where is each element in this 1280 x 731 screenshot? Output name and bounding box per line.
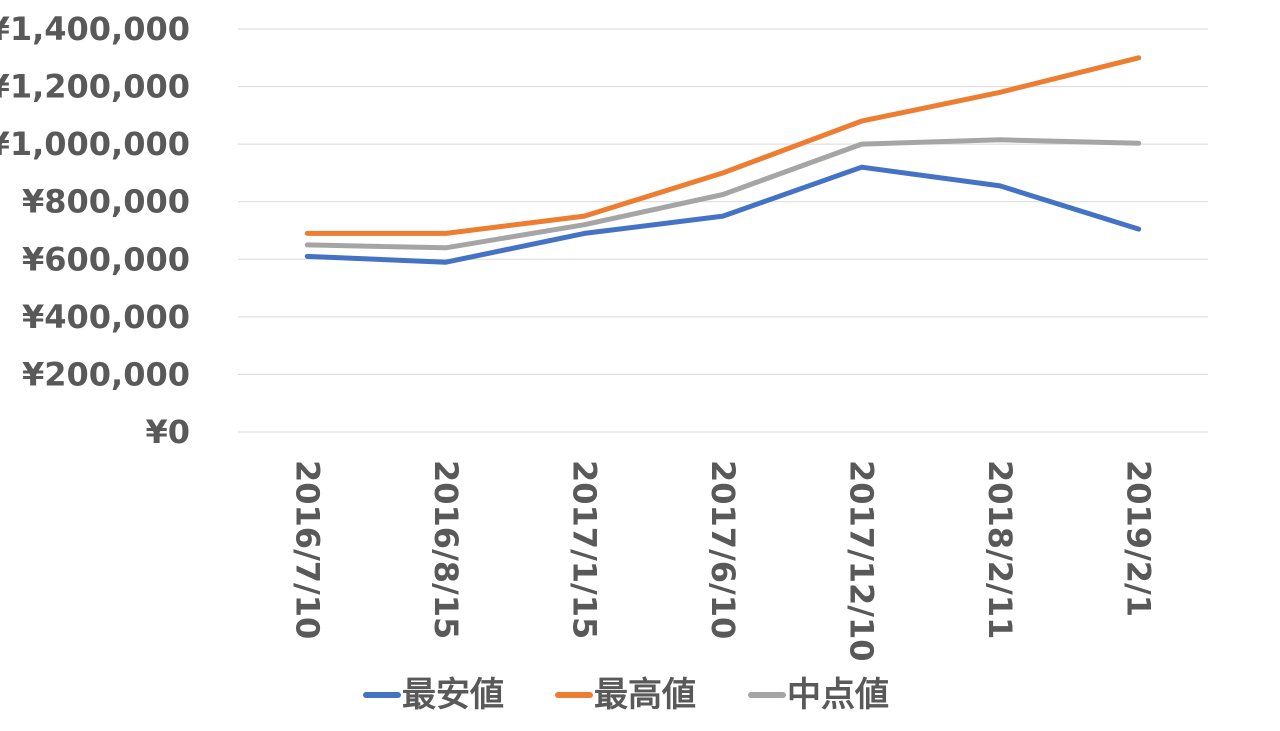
data-point — [860, 165, 864, 169]
y-tick-label: ¥600,000 — [22, 240, 190, 278]
x-tick-label: 2017/1/15 — [565, 460, 603, 639]
legend-label: 中点値 — [787, 675, 889, 715]
data-point — [998, 138, 1002, 142]
legend-label: 最高値 — [594, 675, 696, 715]
x-tick-label: 2018/2/11 — [981, 460, 1019, 639]
data-point — [721, 214, 725, 218]
y-tick-label: ¥200,000 — [22, 355, 190, 393]
data-point — [444, 260, 448, 264]
x-tick-label: 2017/6/10 — [704, 460, 742, 639]
legend-label: 最安値 — [402, 675, 504, 715]
legend: 最安値 最高値 中点値 — [363, 675, 889, 715]
y-tick-label: ¥0 — [145, 413, 190, 451]
data-point — [444, 231, 448, 235]
y-tick-label: ¥800,000 — [22, 183, 190, 221]
gridlines — [238, 28, 1208, 433]
data-point — [582, 223, 586, 227]
y-tick-label: ¥1,000,000 — [0, 125, 190, 163]
data-point — [721, 193, 725, 197]
data-point — [582, 231, 586, 235]
data-point — [721, 171, 725, 175]
x-tick-label: 2019/2/1 — [1120, 460, 1158, 617]
data-point — [305, 254, 309, 258]
y-tick-label: ¥1,200,000 — [0, 68, 190, 106]
y-axis-ticks: ¥0 ¥200,000 ¥400,000 ¥600,000 ¥800,000 ¥1,000… — [0, 10, 190, 451]
x-tick-label: 2016/7/10 — [288, 460, 326, 639]
data-point — [1137, 141, 1141, 145]
y-tick-label: ¥400,000 — [22, 298, 190, 336]
x-tick-label: 2016/8/15 — [427, 460, 465, 639]
x-tick-label: 2017/12/10 — [843, 460, 881, 662]
data-point — [444, 246, 448, 250]
data-point — [1137, 56, 1141, 60]
data-point — [998, 90, 1002, 94]
data-point — [860, 142, 864, 146]
x-axis-ticks: 2016/7/10 2016/8/15 2017/1/15 2017/6/10 2017… — [288, 460, 1157, 662]
data-point — [860, 119, 864, 123]
data-point — [582, 214, 586, 218]
data-point — [998, 184, 1002, 188]
y-tick-label: ¥1,400,000 — [0, 10, 190, 48]
data-point — [305, 231, 309, 235]
data-point — [305, 243, 309, 247]
data-point — [1137, 227, 1141, 231]
series-lines — [304, 55, 1142, 265]
series-line-1 — [304, 55, 1142, 236]
